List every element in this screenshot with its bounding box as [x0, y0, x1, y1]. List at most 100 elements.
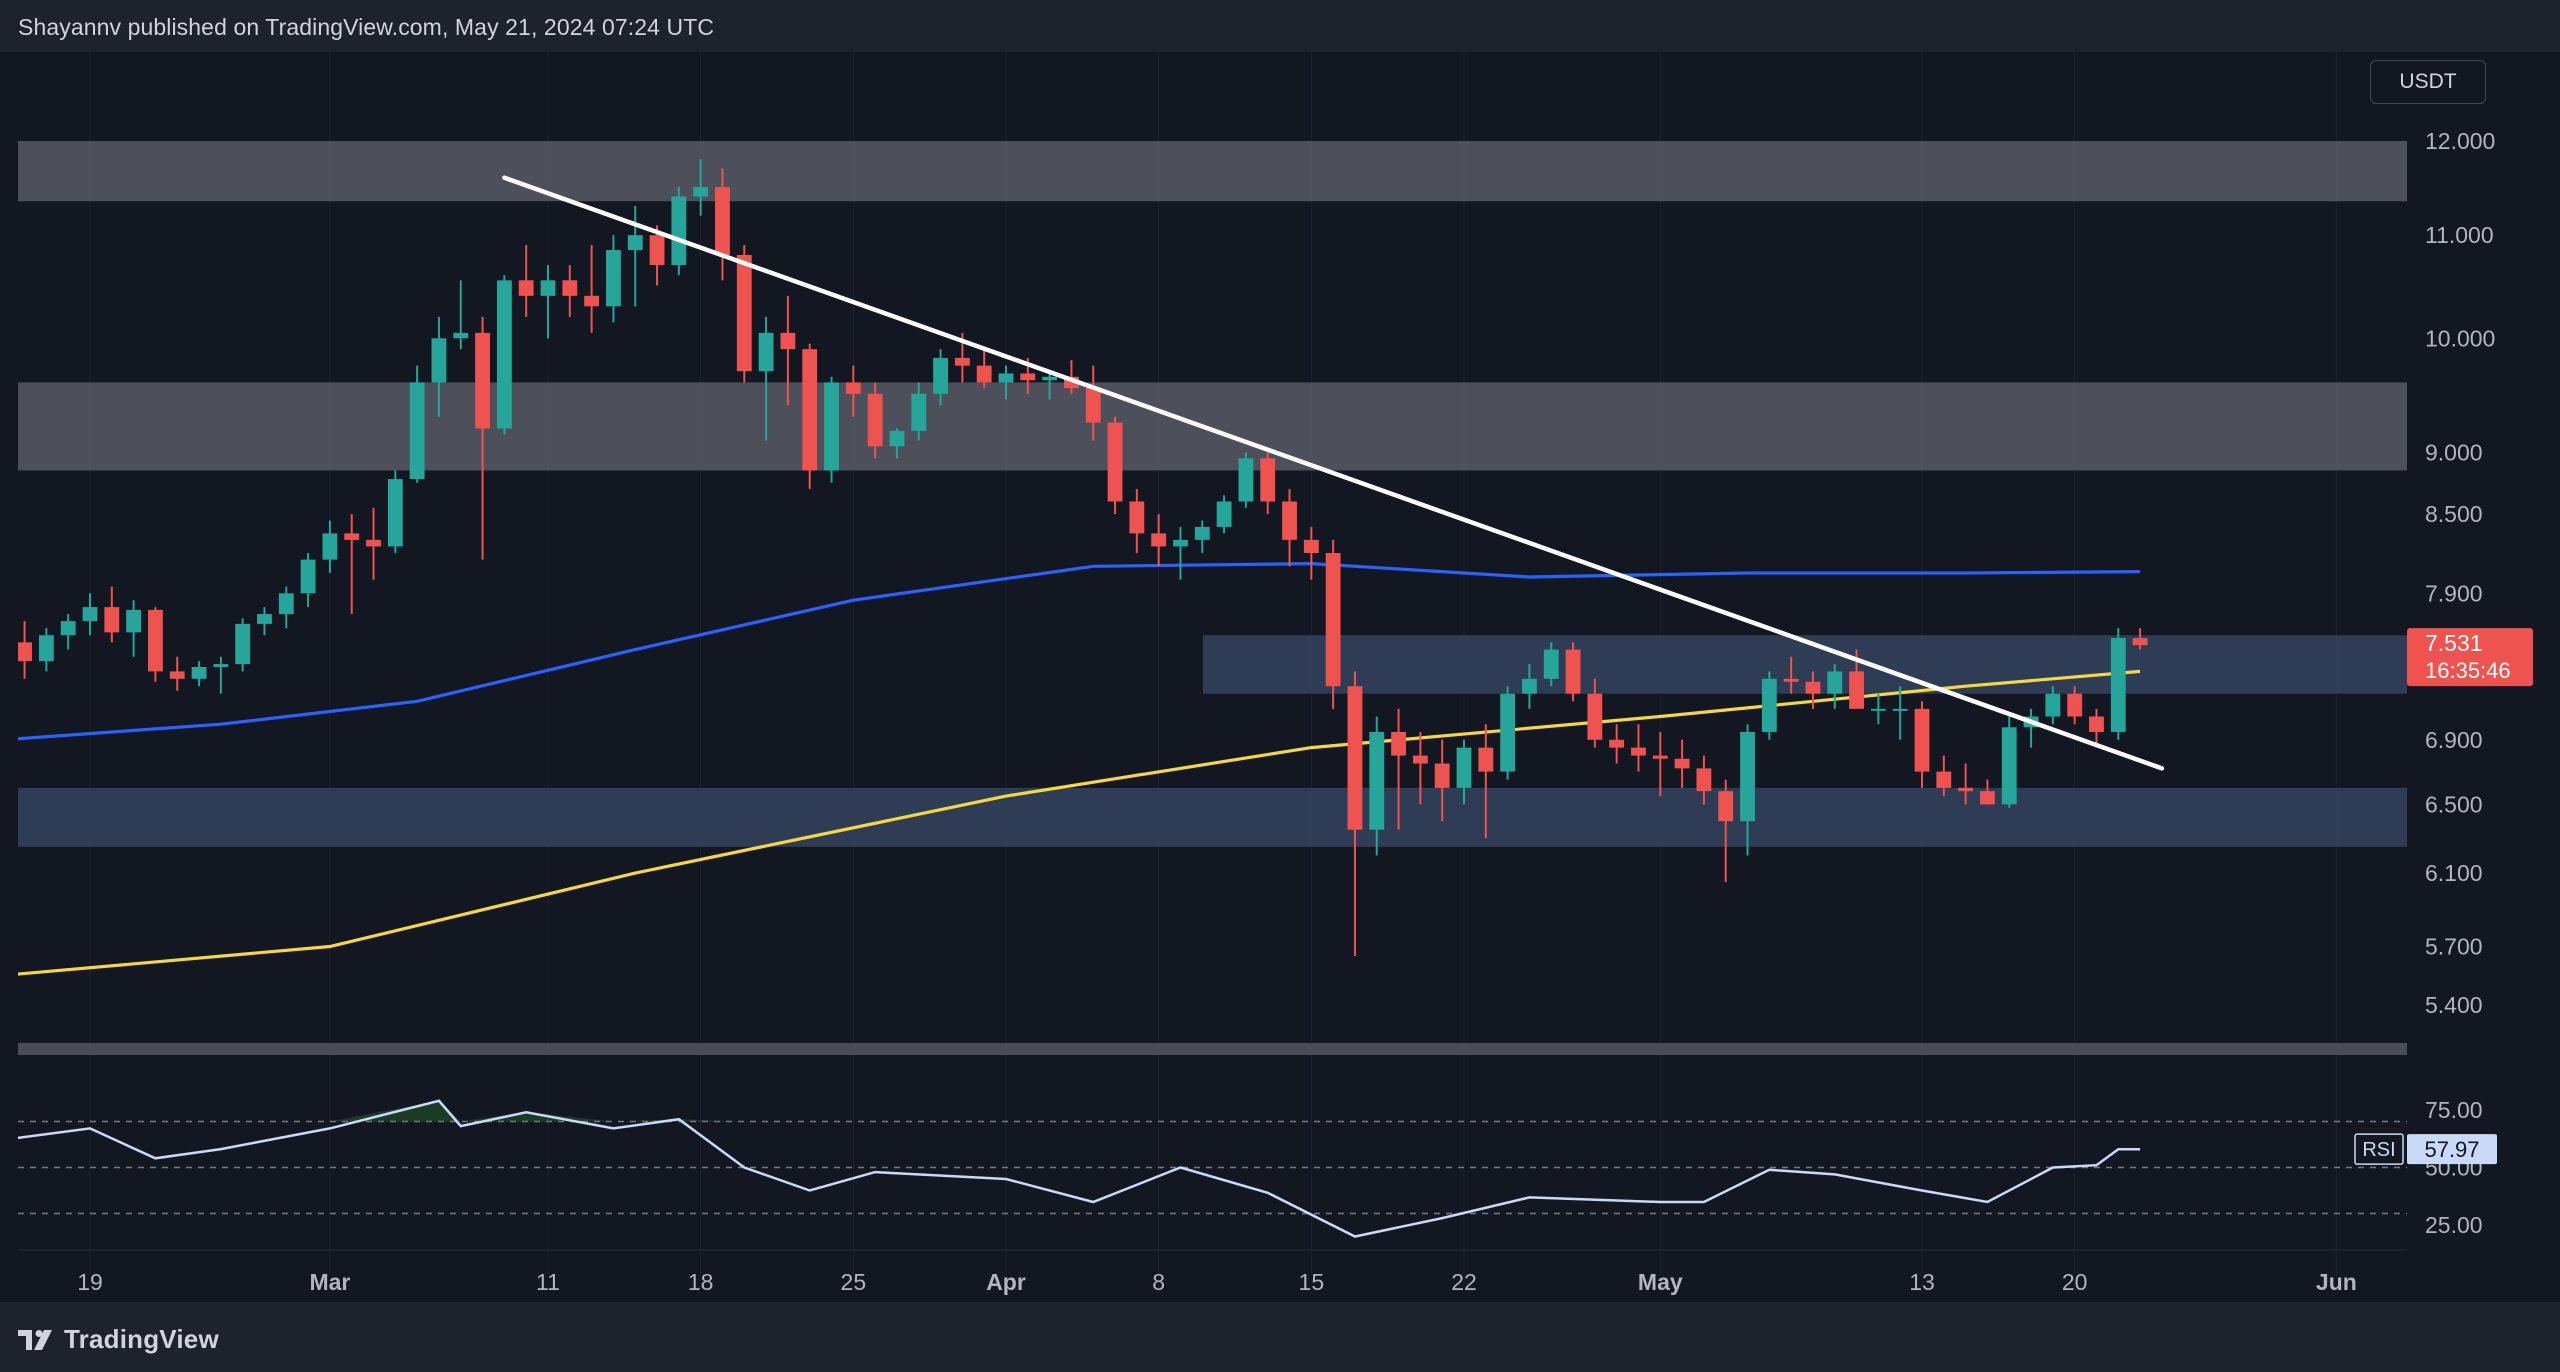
trendline	[502, 175, 2165, 771]
candle-body	[1674, 758, 1690, 769]
candle-down	[976, 349, 992, 389]
candle-body	[1849, 671, 1864, 709]
candle-body	[1500, 693, 1516, 772]
candle-up	[82, 593, 98, 636]
chart-canvas[interactable]: 12.000 11.000 10.000 9.000 8.500 7.900 6.900 6.…	[18, 52, 2542, 1302]
ma-yellow	[18, 669, 2141, 976]
candle-down	[169, 656, 185, 691]
candle-up	[126, 600, 142, 657]
candle-body	[496, 280, 512, 429]
candle-body	[2132, 638, 2148, 646]
candle-down	[867, 382, 883, 459]
candle-countdown: 16:35:46	[2425, 658, 2511, 683]
candle-body	[2045, 693, 2061, 717]
time-axis-label: 25	[841, 1269, 867, 1295]
currency-button[interactable]: USDT	[2370, 60, 2486, 104]
candle-body	[976, 365, 992, 383]
rsi-axis-label: 75.00	[2425, 1097, 2483, 1123]
candle-body	[1391, 731, 1406, 756]
candle-body	[736, 255, 752, 372]
candle-body	[1456, 747, 1472, 788]
candle-body	[1020, 373, 1036, 381]
candle-up	[213, 656, 229, 694]
candle-body	[1543, 649, 1559, 679]
price-axis-label: 5.400	[2425, 992, 2483, 1018]
candle-body	[1609, 739, 1625, 748]
candle-up	[235, 618, 251, 672]
candle-up	[387, 470, 403, 554]
candle-up	[1500, 686, 1516, 780]
candle-body	[1631, 747, 1646, 756]
candle-up	[1173, 526, 1188, 580]
time-axis-label: 15	[1299, 1269, 1325, 1295]
time-axis-label: 22	[1451, 1269, 1477, 1295]
chart-area[interactable]: 12.000 11.000 10.000 9.000 8.500 7.900 6.900 6.…	[18, 52, 2542, 1302]
time-axis-label: 11	[536, 1269, 560, 1295]
candle-body	[18, 642, 32, 662]
candle-down	[1674, 739, 1690, 788]
candle-body	[278, 593, 294, 615]
tradingview-logo-icon	[18, 1329, 52, 1350]
candle-body	[2089, 716, 2104, 732]
candle-body	[1783, 678, 1799, 682]
candle-body	[954, 357, 970, 366]
candle-body	[1412, 755, 1428, 764]
tradingview-logo[interactable]: TradingView	[18, 1324, 219, 1355]
candle-body	[148, 609, 163, 672]
time-axis-label: 13	[1909, 1269, 1935, 1295]
candle-down	[1958, 763, 1974, 805]
candle-up	[300, 553, 316, 608]
candle-body	[998, 373, 1014, 383]
candle-up	[38, 628, 54, 672]
candle-up	[1543, 642, 1559, 687]
candle-up	[191, 661, 207, 687]
candle-body	[802, 349, 818, 471]
candle-down	[1325, 539, 1341, 709]
candle-down	[802, 343, 818, 489]
candle-up	[1238, 452, 1254, 508]
candle-down	[1303, 526, 1319, 580]
candle-down	[1391, 708, 1406, 830]
ma-blue	[18, 561, 2141, 741]
candle-down	[1805, 671, 1821, 709]
candle-up	[257, 607, 272, 636]
candle-down	[1129, 488, 1145, 554]
footer-bar: TradingView	[0, 1302, 2560, 1372]
candle-up	[998, 365, 1014, 400]
candles	[18, 159, 2148, 957]
candle-up	[540, 265, 556, 339]
candle-body	[824, 382, 839, 471]
price-axis-label: 6.900	[2425, 727, 2483, 753]
resistance-zone-top	[18, 141, 2407, 202]
candle-body	[1565, 649, 1581, 694]
candle-down	[18, 621, 32, 679]
candle-body	[1718, 791, 1734, 822]
candle-down	[1151, 514, 1167, 567]
candle-up	[1827, 664, 1843, 709]
zone-upper-range	[1203, 635, 2407, 694]
candle-body	[213, 664, 229, 668]
candle-body	[693, 187, 709, 197]
candle-down	[1107, 416, 1123, 515]
candle-up	[60, 614, 76, 650]
candle-up	[606, 235, 621, 323]
candle-body	[1696, 768, 1712, 792]
candle-up	[1194, 520, 1210, 554]
candle-body	[1260, 458, 1276, 502]
candle-body	[475, 332, 490, 429]
candle-up	[1761, 671, 1777, 740]
time-axis-label: May	[1638, 1269, 1683, 1295]
candle-body	[1325, 553, 1341, 687]
candle-body	[453, 332, 469, 339]
candle-body	[409, 382, 425, 480]
candle-down	[148, 607, 163, 682]
time-axis-label: Jun	[2316, 1269, 2357, 1295]
candle-body	[387, 479, 403, 547]
candle-body	[562, 280, 578, 296]
candle-down	[1936, 755, 1952, 797]
rsi-current-value: 57.97	[2424, 1137, 2479, 1162]
rsi-value-badge	[2407, 1134, 2497, 1165]
candle-down	[475, 316, 490, 560]
candle-up	[2001, 716, 2017, 808]
candle-body	[2110, 638, 2126, 732]
